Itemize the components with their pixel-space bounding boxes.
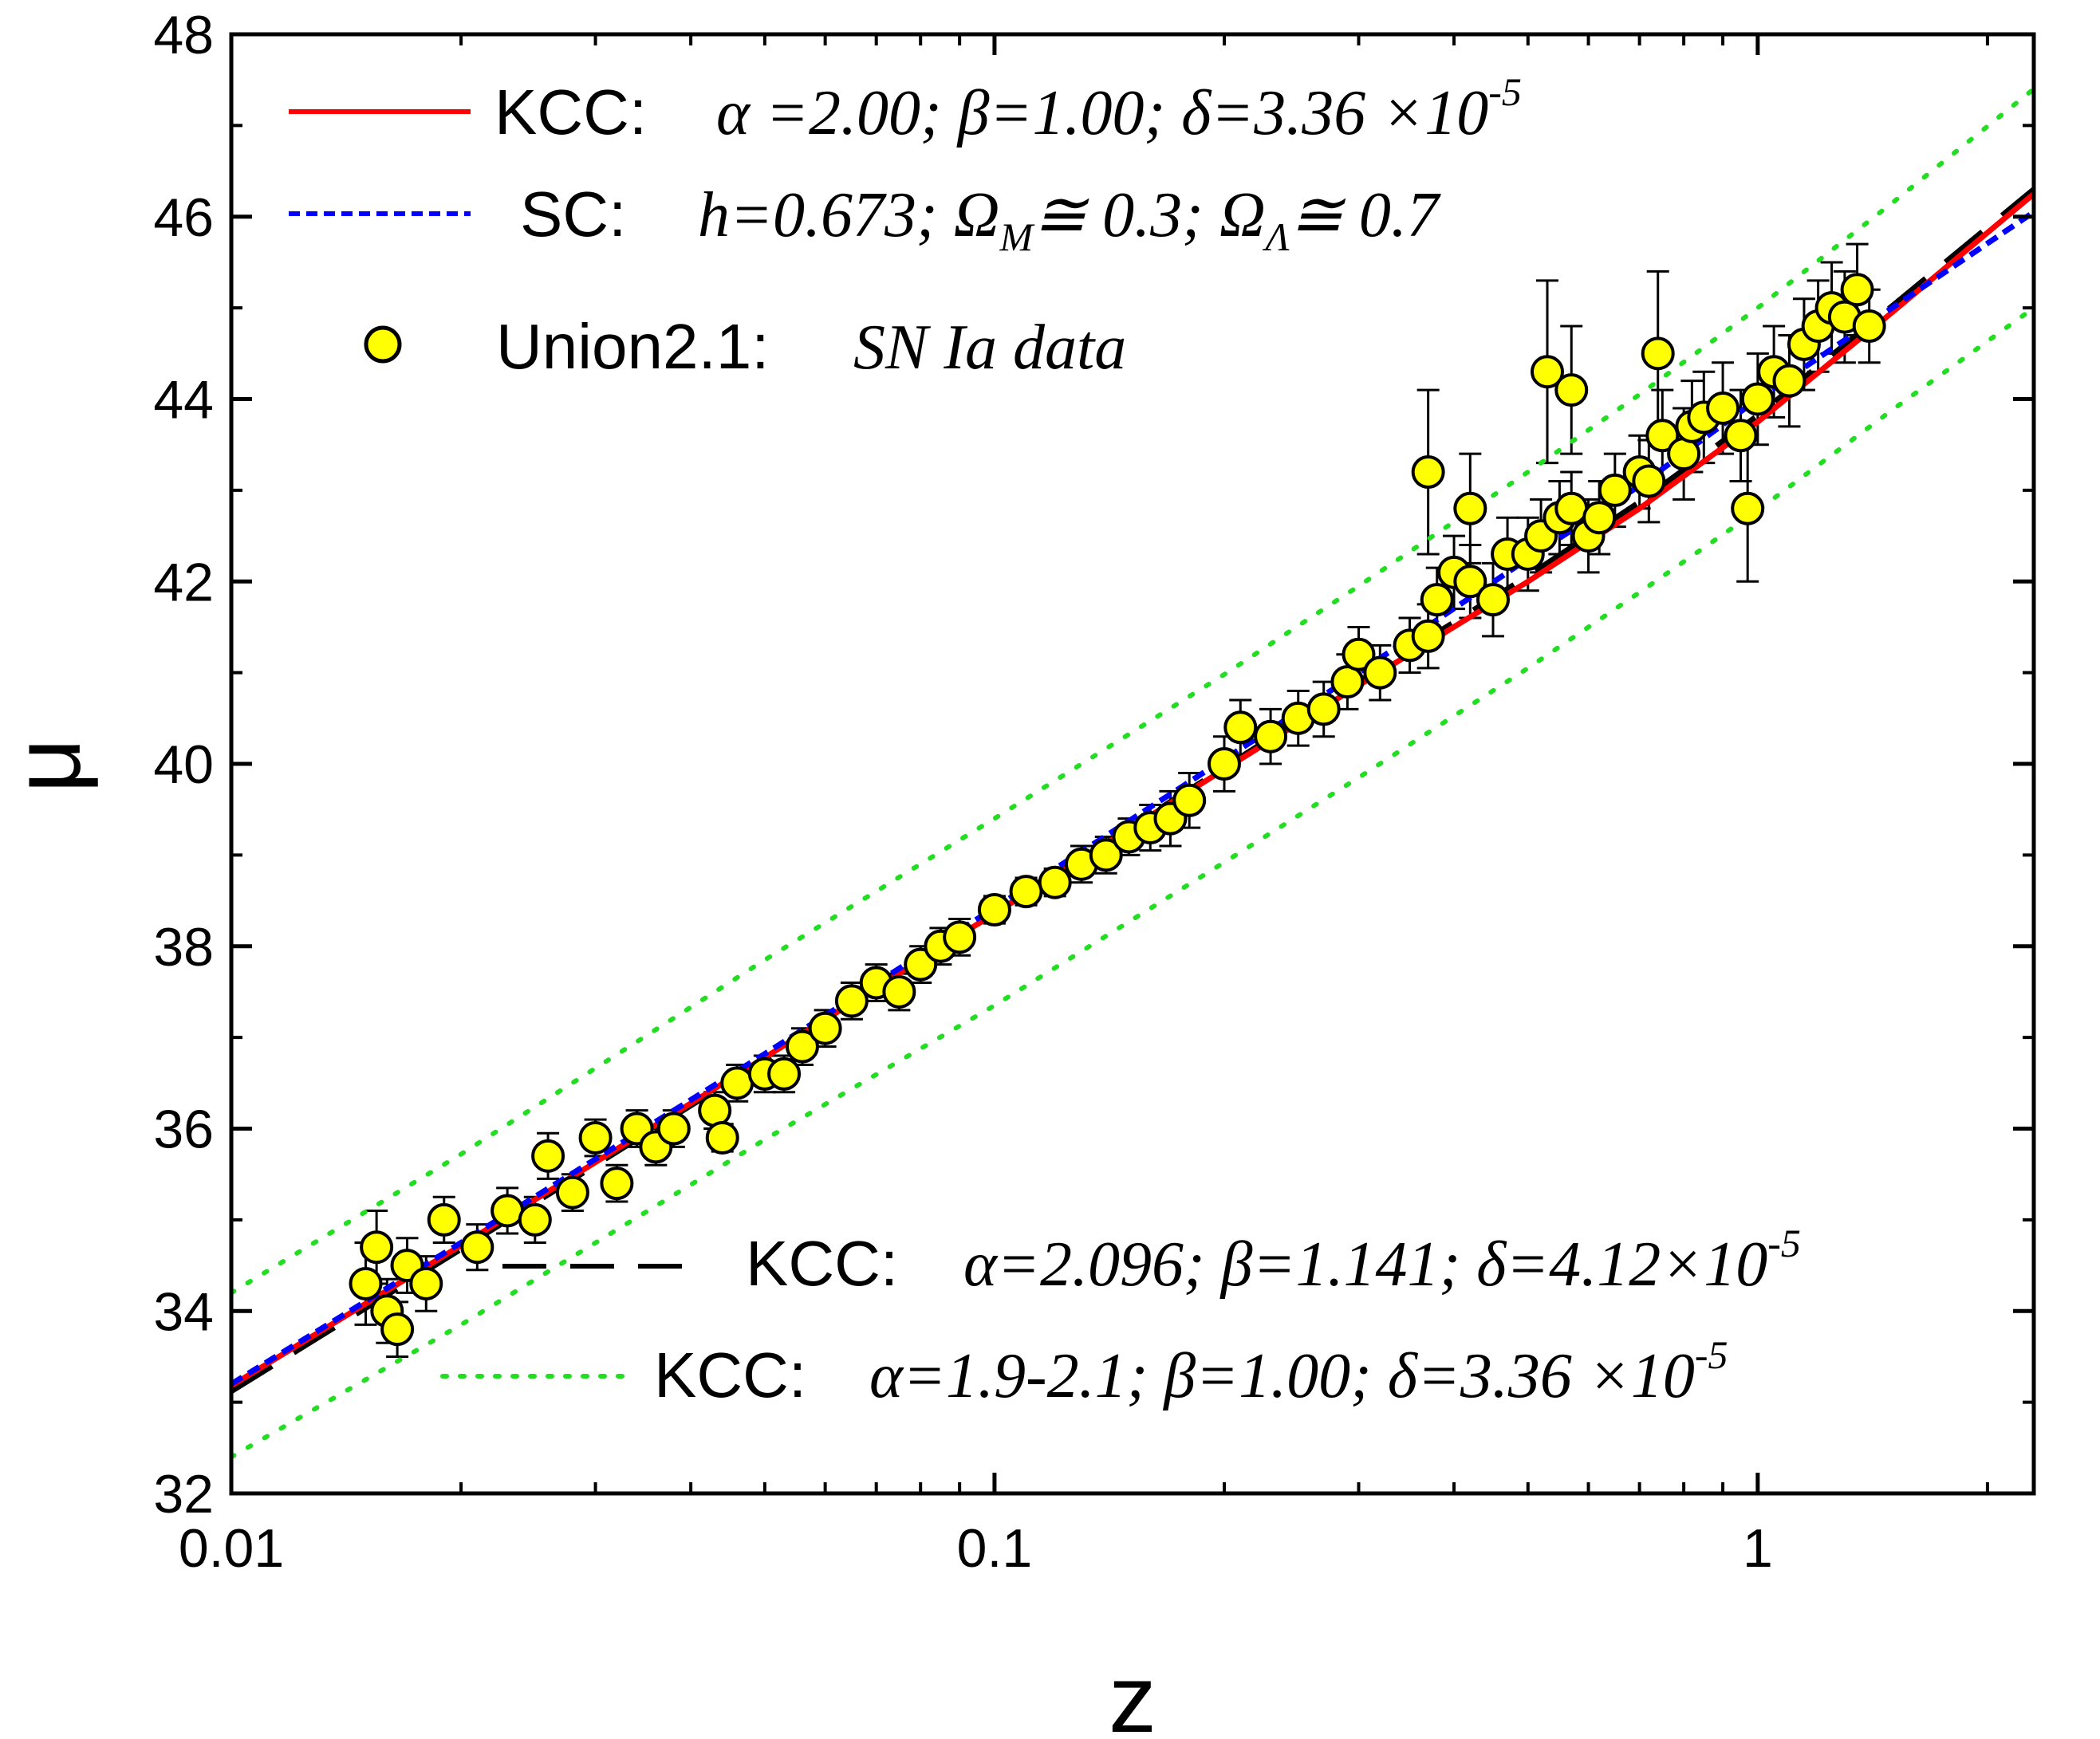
data-point	[882, 974, 916, 1009]
data-point	[1772, 364, 1806, 398]
data-point	[1632, 464, 1666, 498]
data-point	[767, 1056, 802, 1091]
data-point	[600, 1167, 634, 1201]
data-point	[1706, 391, 1740, 425]
data-point	[1740, 382, 1775, 416]
legend-top: KCC: α =2.00; β=1.00; δ=3.36 ×10-5 SC: h…	[289, 69, 1522, 383]
sn-data-points	[349, 273, 1886, 1347]
data-point	[705, 1120, 739, 1155]
data-point	[1453, 491, 1487, 525]
legend-data-marker	[364, 325, 402, 364]
data-point	[1089, 838, 1123, 872]
data-point	[720, 1066, 755, 1100]
y-tick-label: 48	[153, 5, 214, 65]
legend-kcc-red-params: α =2.00; β=1.00; δ=3.36 ×10-5	[716, 69, 1522, 148]
data-point	[1598, 473, 1632, 507]
series-line-4	[231, 305, 2034, 1460]
data-point	[380, 1312, 415, 1347]
data-point	[1038, 865, 1072, 899]
y-tick-label: 40	[153, 734, 214, 795]
y-axis-title: μ	[0, 738, 100, 793]
data-point	[555, 1175, 589, 1210]
y-tick-label: 42	[153, 552, 214, 612]
legend-kcc-green-params: α=1.9-2.1; β=1.00; δ=3.36 ×10-5	[869, 1332, 1728, 1411]
data-point	[360, 1230, 394, 1265]
data-point	[1172, 783, 1207, 817]
data-point	[698, 1093, 732, 1127]
data-point	[427, 1202, 461, 1237]
axis-tick-labels: 32 34 36 38 40 42 44 46 48 0.01 0.1 1	[153, 5, 1772, 1579]
data-point	[1363, 655, 1397, 690]
data-point	[808, 1011, 842, 1045]
legend-sc-name: SC:	[520, 179, 626, 250]
data-point	[1330, 665, 1365, 699]
data-point	[1724, 419, 1758, 453]
data-point	[1342, 637, 1376, 671]
data-point	[1645, 419, 1680, 453]
data-point	[1223, 710, 1258, 745]
data-point	[1207, 747, 1241, 781]
data-point	[785, 1029, 819, 1064]
x-tick-label: 0.01	[179, 1518, 284, 1579]
data-point	[1476, 583, 1511, 617]
data-point	[977, 893, 1011, 927]
legend-kcc-black-params: α=2.096; β=1.141; δ=4.12×10-5	[963, 1221, 1801, 1300]
series-line-3	[231, 86, 2034, 1296]
legend-union-params: SN Ia data	[853, 313, 1126, 383]
data-point	[943, 920, 977, 954]
x-axis-title: z	[1109, 1646, 1156, 1739]
axis-ticks	[229, 32, 2034, 1496]
data-point	[656, 1111, 691, 1146]
x-tick-label: 0.1	[957, 1518, 1033, 1579]
data-point	[1554, 373, 1589, 407]
data-point	[834, 984, 869, 1018]
legend-kcc-green-name: KCC:	[654, 1340, 806, 1410]
data-point	[1411, 455, 1445, 489]
legend-union-name: Union2.1:	[496, 311, 769, 382]
data-point	[491, 1194, 525, 1228]
legend-sc-params: h=0.673; ΩM≅ 0.3; ΩΛ≅ 0.7	[698, 180, 1441, 259]
data-point	[460, 1230, 494, 1265]
data-point	[1852, 309, 1886, 343]
data-point	[1731, 491, 1765, 525]
data-point	[518, 1202, 552, 1237]
legend-bottom: KCC: α=2.096; β=1.141; δ=4.12×10-5 KCC: …	[440, 1221, 1801, 1411]
data-point	[531, 1139, 565, 1173]
legend-kcc-black-name: KCC:	[746, 1228, 898, 1299]
data-point	[1306, 692, 1341, 726]
data-point	[1641, 336, 1675, 371]
y-tick-label: 44	[153, 370, 214, 431]
data-point	[578, 1120, 613, 1155]
y-tick-label: 34	[153, 1281, 214, 1342]
data-point	[1667, 437, 1701, 471]
legend-kcc-red-name: KCC:	[494, 77, 647, 148]
data-point	[1453, 565, 1487, 599]
data-point	[1420, 583, 1454, 617]
x-tick-label: 1	[1743, 1518, 1773, 1579]
data-point	[1531, 355, 1565, 389]
data-point	[1582, 501, 1617, 535]
y-tick-label: 38	[153, 917, 214, 978]
data-point	[1254, 719, 1288, 753]
y-tick-label: 46	[153, 187, 214, 248]
y-tick-label: 36	[153, 1100, 214, 1160]
data-point	[409, 1266, 443, 1300]
data-point	[1840, 273, 1874, 307]
data-point	[1009, 875, 1043, 909]
data-point	[1554, 491, 1589, 525]
data-point	[349, 1266, 383, 1300]
data-point	[1411, 619, 1445, 653]
y-tick-label: 32	[153, 1464, 214, 1525]
